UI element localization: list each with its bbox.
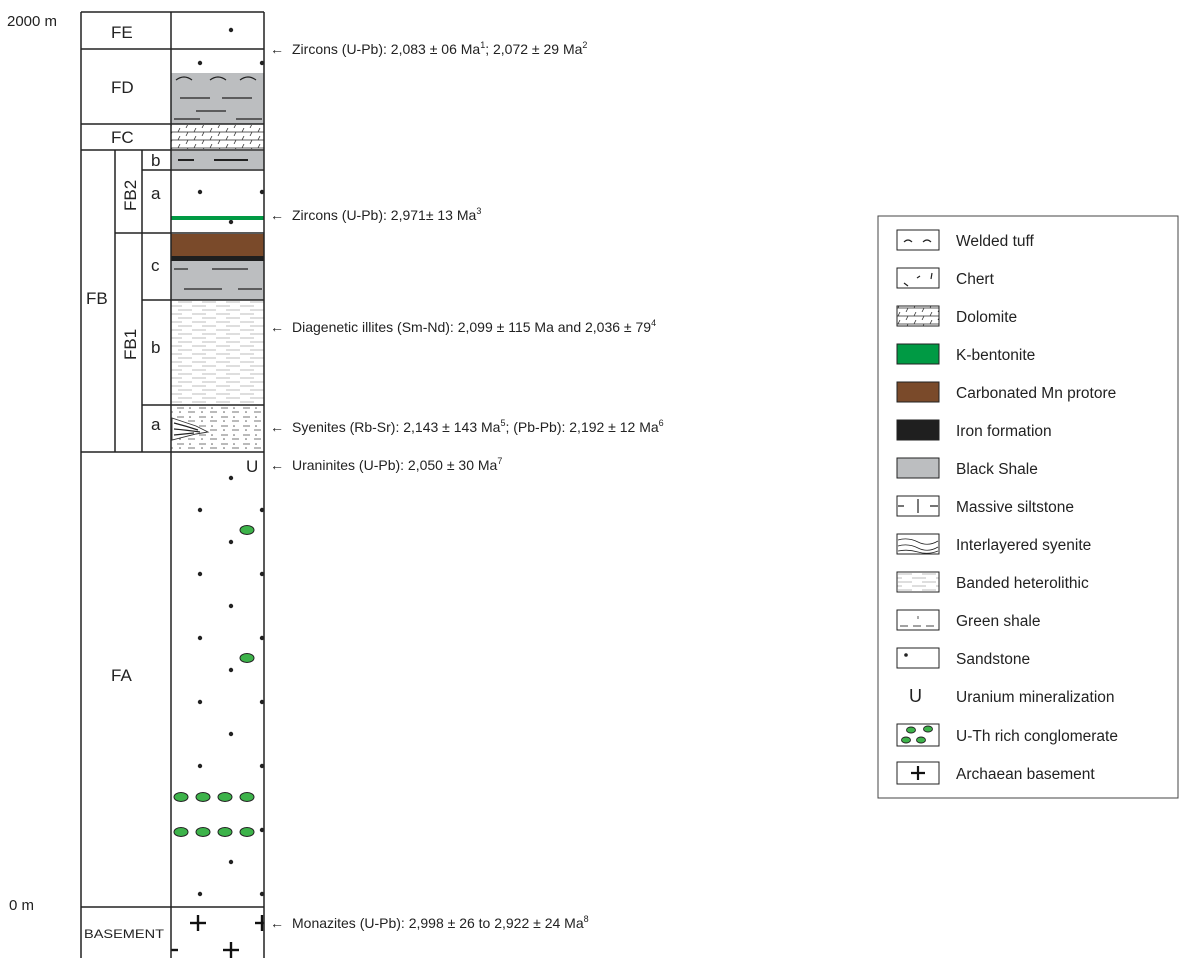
- depth-label-bottom: 0 m: [9, 897, 34, 914]
- svg-text:Sandstone: Sandstone: [956, 651, 1030, 668]
- legend-item-chert: Chert: [896, 267, 995, 289]
- svg-text:Archaean basement: Archaean basement: [956, 766, 1095, 783]
- black-shale-icon: [896, 457, 940, 479]
- annotation-syenites: ← Syenites (Rb-Sr): 2,143 ± 143 Ma5; (Pb…: [270, 418, 664, 435]
- subunit-label-fb1-b: b: [151, 338, 160, 357]
- unit-label-fb: FB: [86, 289, 108, 308]
- svg-text:←: ←: [270, 41, 284, 57]
- legend-item-banded-heterolithic: Banded heterolithic: [896, 571, 1089, 593]
- svg-text:←: ←: [270, 319, 284, 335]
- depth-label-top: 2000 m: [7, 13, 57, 30]
- subunit-label-fb2-a: a: [151, 184, 161, 203]
- svg-text:←: ←: [270, 457, 284, 473]
- unit-label-basement: BASEMENT: [84, 927, 165, 941]
- annotation-monazites: ← Monazites (U-Pb): 2,998 ± 26 to 2,922 …: [270, 914, 589, 931]
- svg-text:Uraninites (U-Pb): 2,050 ± 30: Uraninites (U-Pb): 2,050 ± 30 Ma7: [292, 456, 502, 473]
- unit-label-fb2: FB2: [121, 180, 140, 211]
- legend-item-basement: Archaean basement: [896, 761, 1095, 785]
- uranium-icon: U: [909, 686, 922, 706]
- interlayered-syenite-icon: [896, 533, 940, 555]
- annotation-illites: ← Diagenetic illites (Sm-Nd): 2,099 ± 11…: [270, 318, 656, 335]
- unit-label-fe: FE: [111, 23, 133, 42]
- svg-text:Black Shale: Black Shale: [956, 461, 1038, 478]
- svg-text:U-Th rich conglomerate: U-Th rich conglomerate: [956, 728, 1118, 745]
- k-bentonite-icon: [896, 343, 940, 365]
- legend-item-uranium: U Uranium mineralization: [909, 686, 1115, 706]
- lithology-column: U: [171, 27, 265, 958]
- legend-item-iron-formation: Iron formation: [896, 419, 1052, 441]
- svg-text:Chert: Chert: [956, 271, 995, 288]
- svg-text:Zircons (U-Pb): 2,083 ± 06 Ma1: Zircons (U-Pb): 2,083 ± 06 Ma1; 2,072 ± …: [292, 40, 587, 57]
- fa-conglomerate-pebbles: [173, 525, 255, 837]
- svg-text:Interlayered syenite: Interlayered syenite: [956, 537, 1091, 554]
- banded-heterolithic-icon: [896, 571, 940, 593]
- mn-protore-icon: [896, 381, 940, 403]
- unit-label-fb1: FB1: [121, 329, 140, 360]
- green-shale-icon: [896, 609, 940, 631]
- svg-text:Banded heterolithic: Banded heterolithic: [956, 575, 1089, 592]
- fc-dolomite-layer: [171, 125, 264, 149]
- svg-text:Welded tuff: Welded tuff: [956, 233, 1035, 250]
- svg-text:Diagenetic illites (Sm-Nd): 2,: Diagenetic illites (Sm-Nd): 2,099 ± 115 …: [292, 318, 656, 335]
- legend: Welded tuff Chert Dolomite K-bentonite C…: [877, 215, 1179, 799]
- legend-item-green-shale: Green shale: [896, 609, 1040, 631]
- svg-text:Green shale: Green shale: [956, 613, 1040, 630]
- subunit-label-fb1-c: c: [151, 256, 160, 275]
- dolomite-icon: [896, 305, 940, 327]
- basement-crosses: [171, 915, 264, 958]
- legend-item-welded-tuff: Welded tuff: [896, 229, 1035, 251]
- svg-text:Iron formation: Iron formation: [956, 423, 1052, 440]
- annotation-fb2-zircons: ← Zircons (U-Pb): 2,971± 13 Ma3: [270, 206, 481, 223]
- svg-text:Syenites (Rb-Sr): 2,143 ± 143: Syenites (Rb-Sr): 2,143 ± 143 Ma5; (Pb-P…: [292, 418, 664, 435]
- svg-text:K-bentonite: K-bentonite: [956, 347, 1035, 364]
- unit-label-fa: FA: [111, 666, 132, 685]
- legend-item-black-shale: Black Shale: [896, 457, 1038, 479]
- annotation-uraninites: ← Uraninites (U-Pb): 2,050 ± 30 Ma7: [270, 456, 502, 473]
- banded-heterolithic-layer: [171, 301, 264, 405]
- legend-item-mn-protore: Carbonated Mn protore: [896, 381, 1116, 403]
- svg-text:←: ←: [270, 207, 284, 223]
- svg-text:Monazites (U-Pb): 2,998 ± 26 t: Monazites (U-Pb): 2,998 ± 26 to 2,922 ± …: [292, 914, 589, 931]
- legend-item-sandstone: Sandstone: [896, 647, 1030, 669]
- legend-item-interlayered-syenite: Interlayered syenite: [896, 533, 1091, 555]
- age-annotations: ← Zircons (U-Pb): 2,083 ± 06 Ma1; 2,072 …: [270, 40, 664, 931]
- svg-text:Dolomite: Dolomite: [956, 309, 1017, 326]
- subunit-label-fb2-b: b: [151, 151, 160, 170]
- fb1c-black-shale-layer: [171, 261, 264, 300]
- legend-item-dolomite: Dolomite: [896, 305, 1017, 327]
- annotation-fd-zircons: ← Zircons (U-Pb): 2,083 ± 06 Ma1; 2,072 …: [270, 40, 587, 57]
- subunit-label-fb1-a: a: [151, 415, 161, 434]
- svg-text:Uranium mineralization: Uranium mineralization: [956, 689, 1115, 706]
- legend-item-k-bentonite: K-bentonite: [896, 343, 1035, 365]
- svg-text:Carbonated Mn protore: Carbonated Mn protore: [956, 385, 1116, 402]
- sandstone-icon: [896, 647, 940, 669]
- svg-text:Massive siltstone: Massive siltstone: [956, 499, 1074, 516]
- svg-text:←: ←: [270, 419, 284, 435]
- column-frame: [80, 11, 265, 958]
- mn-protore-layer: [171, 234, 264, 256]
- svg-text:Zircons (U-Pb): 2,971± 13 Ma3: Zircons (U-Pb): 2,971± 13 Ma3: [292, 206, 481, 223]
- legend-item-conglomerate: U-Th rich conglomerate: [896, 723, 1118, 747]
- uranium-mark-in-column: U: [246, 457, 258, 476]
- iron-formation-icon: [896, 419, 940, 441]
- welded-tuff-icon: [896, 229, 940, 251]
- unit-label-fc: FC: [111, 128, 134, 147]
- unit-label-fd: FD: [111, 78, 134, 97]
- svg-text:←: ←: [270, 915, 284, 931]
- k-bentonite-layer: [171, 216, 264, 220]
- iron-formation-layer: [171, 256, 264, 261]
- fa-sandstone-dots: [197, 475, 265, 897]
- legend-item-massive-siltstone: Massive siltstone: [896, 495, 1074, 517]
